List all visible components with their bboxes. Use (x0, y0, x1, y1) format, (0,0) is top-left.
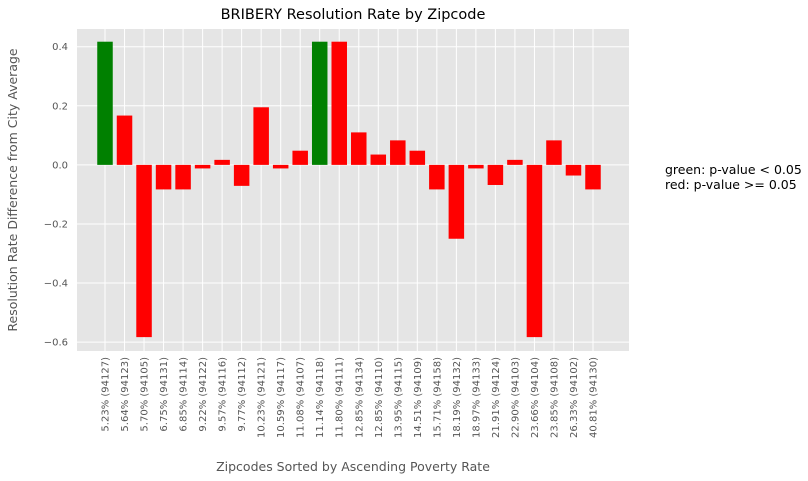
bar (409, 150, 426, 165)
x-tick-label: 12.85% (94134) (354, 357, 365, 438)
chart-title: BRIBERY Resolution Rate by Zipcode (221, 7, 486, 23)
x-tick-label: 18.97% (94133) (471, 357, 482, 438)
bar (155, 164, 172, 190)
x-axis-label: Zipcodes Sorted by Ascending Poverty Rat… (216, 459, 490, 474)
bar (253, 107, 269, 165)
x-tick-labels: 5.23% (94127) 5.64% (94123) 5.70% (94105) 6… (101, 357, 600, 438)
x-tick-label: 15.71% (94158) (432, 357, 443, 438)
x-tick-label: 22.90% (94103) (510, 357, 521, 438)
y-tick-label: 0.4 (52, 42, 68, 53)
x-tick-label: 11.14% (94118) (315, 357, 326, 438)
bar (585, 164, 601, 190)
bar (390, 140, 406, 165)
x-tick-label: 5.64% (94123) (120, 357, 131, 432)
y-axis-label: Resolution Rate Difference from City Ave… (5, 48, 20, 332)
y-tick-label: −0.6 (44, 338, 68, 349)
x-tick-label: 9.77% (94112) (237, 357, 248, 432)
y-tick-label: −0.4 (44, 279, 68, 290)
x-tick-label: 18.19% (94132) (452, 357, 463, 438)
x-tick-label: 26.33% (94102) (569, 357, 580, 438)
bar (351, 132, 367, 165)
bar (448, 164, 465, 239)
x-tick-label: 40.81% (94130) (589, 357, 600, 438)
x-tick-label: 12.85% (94110) (374, 357, 385, 438)
x-tick-label: 13.95% (94115) (393, 357, 404, 438)
bar (370, 154, 387, 165)
x-tick-label: 5.70% (94105) (140, 357, 151, 432)
bar (194, 164, 211, 169)
bar (429, 164, 445, 190)
x-tick-label: 21.91% (94124) (491, 357, 502, 438)
x-tick-label: 6.75% (94131) (159, 357, 170, 432)
x-tick-label: 23.85% (94108) (549, 357, 560, 438)
x-tick-label: 5.23% (94127) (101, 357, 112, 432)
bar (487, 164, 504, 185)
y-tick-label: −0.2 (44, 219, 68, 230)
x-tick-label: 23.66% (94104) (530, 357, 541, 438)
bar (546, 140, 562, 165)
x-tick-label: 14.51% (94109) (413, 357, 424, 438)
x-tick-label: 9.22% (94122) (198, 357, 209, 432)
y-tick-label: 0.0 (52, 160, 68, 171)
legend-line-red: red: p-value >= 0.05 (665, 177, 797, 192)
legend-line-green: green: p-value < 0.05 (665, 162, 802, 177)
x-tick-label: 10.59% (94117) (276, 357, 287, 438)
bar (311, 41, 328, 165)
x-tick-label: 9.57% (94116) (218, 357, 229, 432)
x-tick-label: 11.08% (94107) (296, 357, 307, 438)
bar (272, 164, 289, 169)
bars (97, 41, 601, 338)
bar (507, 159, 523, 165)
bar (565, 164, 582, 176)
bar (233, 164, 250, 186)
x-tick-label: 6.85% (94114) (179, 357, 190, 432)
bar (331, 41, 347, 165)
x-tick-label: 10.23% (94121) (257, 357, 268, 438)
bar (136, 164, 152, 338)
y-tick-labels: −0.6 −0.4 −0.2 0.0 0.2 0.4 (44, 42, 68, 348)
bar (214, 159, 230, 165)
bar (468, 164, 484, 169)
bar (175, 164, 191, 190)
x-tick-label: 11.80% (94111) (335, 357, 346, 438)
bar (526, 164, 543, 338)
plot-area (77, 29, 629, 351)
y-tick-label: 0.2 (52, 101, 68, 112)
significance-legend: green: p-value < 0.05 red: p-value >= 0.… (665, 162, 802, 192)
bar (97, 41, 113, 165)
bar (116, 115, 133, 165)
bar (292, 150, 308, 165)
